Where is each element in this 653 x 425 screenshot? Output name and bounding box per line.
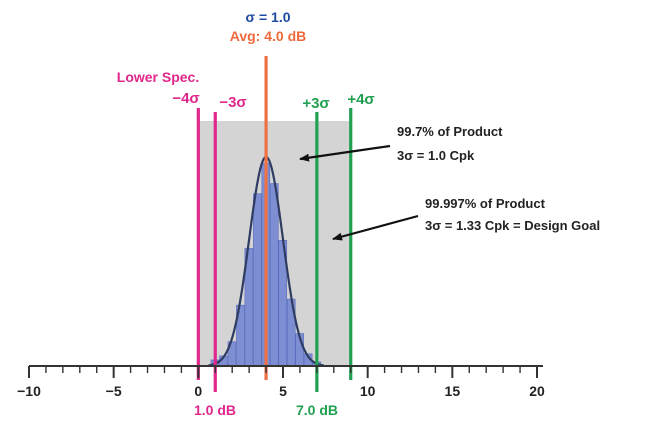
tick-label: 20: [529, 383, 545, 399]
minus4sigma-label: −4σ: [172, 90, 199, 107]
plus4sigma-label: +4σ: [347, 91, 374, 108]
sigma-label: σ = 1.0: [246, 9, 291, 25]
annotation-4sigma-line1: 99.997% of Product: [425, 196, 546, 211]
histogram-bar-7: [269, 183, 279, 367]
tick-label: 0: [194, 383, 202, 399]
annotation-3sigma-arrow: [299, 144, 391, 162]
upper-limit-db-label: 7.0 dB: [296, 402, 338, 418]
plus3sigma-label: +3σ: [302, 95, 329, 112]
tick-label: 5: [279, 383, 287, 399]
tick-label: 15: [445, 383, 461, 399]
annotation-3sigma-line2: 3σ = 1.0 Cpk: [397, 148, 475, 163]
minus3sigma-label: −3σ: [219, 94, 246, 111]
histogram-bar-5: [253, 193, 262, 367]
tick-label: −10: [17, 383, 41, 399]
lower-limit-db-label: 1.0 dB: [194, 402, 236, 418]
annotation-4sigma-arrow: [332, 214, 419, 241]
annotation-4sigma-line2: 3σ = 1.33 Cpk = Design Goal: [425, 218, 600, 233]
tick-label: −5: [106, 383, 122, 399]
annotation-3sigma-line1: 99.7% of Product: [397, 124, 503, 139]
avg-label: Avg: 4.0 dB: [230, 28, 307, 44]
tick-label: 10: [360, 383, 376, 399]
lower-spec-label: Lower Spec.: [117, 69, 199, 85]
